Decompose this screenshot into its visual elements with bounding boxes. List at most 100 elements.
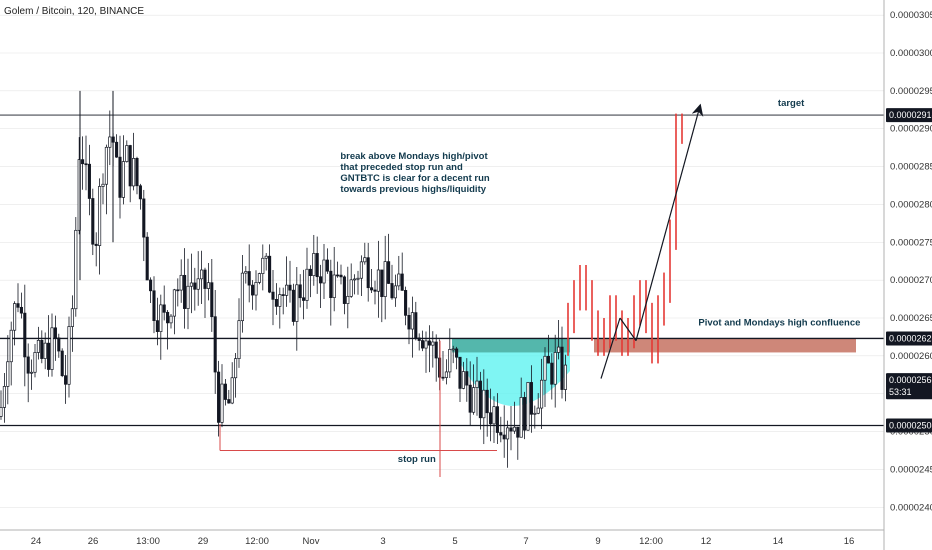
candle-body — [465, 371, 469, 386]
candle-body — [81, 159, 85, 165]
candle-body — [387, 261, 391, 284]
candle-body — [26, 356, 30, 374]
candle-body — [47, 342, 51, 370]
candle-body — [359, 261, 363, 279]
candle-body — [492, 406, 496, 425]
candle-body — [346, 295, 350, 304]
candle-body — [444, 371, 448, 378]
annotation-2: stop run — [398, 454, 436, 465]
time-axis[interactable]: 24 26 13:00 29 12:00 Nov 3 5 7 9 12:00 12 14 16 — [0, 529, 884, 547]
candle-body — [43, 342, 47, 359]
candle-body — [240, 272, 244, 322]
candle-body — [60, 350, 64, 377]
x-tick-label: 12:00 — [639, 536, 663, 547]
x-tick-label: 26 — [88, 536, 99, 547]
candle-body — [502, 434, 506, 440]
candle-body — [536, 407, 540, 414]
candle-body — [108, 136, 112, 148]
horizontal-levels[interactable] — [0, 114, 884, 451]
candle-body — [94, 243, 98, 246]
candle-body — [461, 371, 465, 389]
price-badge[interactable] — [886, 385, 932, 400]
candle-body — [427, 340, 431, 346]
price-badge-label: 0.00002623 — [889, 333, 932, 343]
grid — [0, 14, 884, 508]
candle-body — [264, 255, 268, 259]
candle-body — [189, 282, 193, 287]
candle-body — [101, 183, 105, 187]
candle-body — [489, 412, 493, 425]
candle-body — [30, 371, 34, 374]
candle-body — [203, 269, 207, 289]
annotation-thesis-line: GNTBTC is clear for a decent run — [340, 173, 490, 184]
candle-body — [84, 163, 88, 166]
price-badge-label: 0.00002508 — [889, 421, 932, 431]
annotation-thesis-line: break above Mondays high/pivot — [340, 151, 488, 162]
candle-body — [431, 341, 435, 346]
candle-body — [380, 269, 384, 297]
candle-body — [40, 340, 44, 359]
candle-body — [67, 326, 71, 385]
x-tick-label: 16 — [844, 536, 855, 547]
candle-body — [424, 340, 428, 349]
candle-body — [308, 268, 312, 277]
price-badge-label: 0.00002918 — [889, 110, 932, 120]
candle-body — [125, 145, 129, 162]
candle-body — [478, 380, 482, 419]
candle-body — [458, 356, 462, 389]
candle-body — [448, 349, 452, 373]
candle-body — [186, 285, 190, 309]
candle-body — [305, 268, 309, 301]
candle-body — [363, 257, 367, 263]
candle-body — [550, 362, 554, 385]
candle-body — [312, 253, 316, 277]
candle-body — [183, 274, 187, 309]
candle-body — [404, 290, 408, 316]
price-badge[interactable] — [886, 373, 932, 388]
chart-title: Golem / Bitcoin, 120, BINANCE — [4, 6, 144, 17]
x-tick-label: 9 — [595, 536, 600, 547]
candle-body — [268, 255, 272, 293]
candle-body — [179, 274, 183, 291]
candle-body — [414, 312, 418, 339]
price-axis[interactable]: 0.00003050 0.00003000 0.00002950 0.00002900… — [883, 0, 932, 550]
candle-body — [366, 257, 370, 289]
candle-body — [319, 276, 323, 284]
price-badge[interactable] — [886, 418, 932, 433]
y-tick-label: 0.00002650 — [890, 313, 932, 324]
candle-body — [393, 285, 397, 299]
candle-body — [370, 287, 374, 291]
candle-body — [295, 284, 299, 322]
candle-body — [142, 198, 146, 238]
candle-body — [162, 304, 166, 313]
candle-body — [91, 198, 95, 245]
candle-body — [254, 282, 258, 296]
candle-body — [455, 348, 459, 358]
y-tick-label: 0.00002400 — [890, 502, 932, 513]
candle-body — [257, 273, 261, 283]
candle-body — [149, 279, 153, 292]
annotation-0: target — [778, 98, 805, 109]
candle-body — [33, 352, 37, 373]
candle-body — [342, 276, 346, 304]
candle-body — [121, 161, 125, 198]
candle-body — [540, 379, 544, 409]
candle-body — [390, 283, 394, 299]
resistance-zone — [594, 338, 856, 353]
candle-body — [50, 327, 54, 370]
candle-body — [417, 337, 421, 341]
candle-body — [53, 327, 57, 339]
candle-body — [217, 371, 221, 423]
candle-body — [251, 284, 255, 296]
price-badge[interactable] — [886, 108, 932, 123]
candle-body — [145, 236, 149, 281]
price-badge[interactable] — [886, 331, 932, 346]
x-tick-label: 12:00 — [245, 536, 269, 547]
candle-body — [115, 141, 119, 158]
candle-body — [516, 426, 520, 438]
annotation-thesis-line: towards previous highs/liquidity — [340, 184, 486, 195]
candle-body — [451, 348, 455, 351]
candle-body — [441, 376, 445, 379]
